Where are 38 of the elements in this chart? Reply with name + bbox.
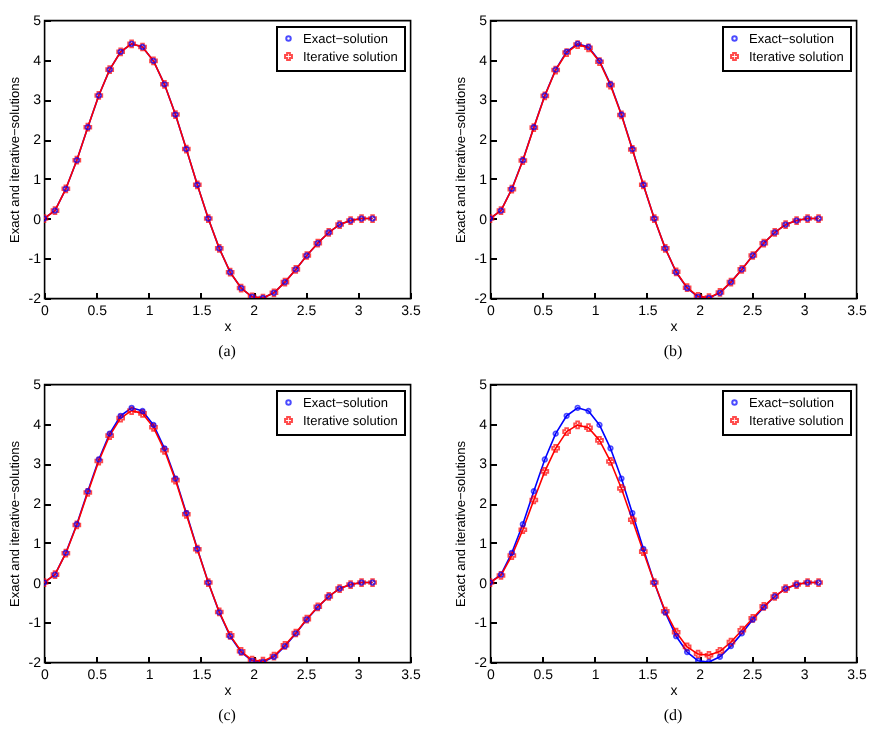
text: (a): [218, 342, 237, 360]
point: [683, 648, 691, 656]
point: [737, 625, 747, 635]
point: [618, 475, 625, 482]
point: [573, 420, 582, 430]
point: [607, 445, 614, 452]
point: [629, 509, 636, 517]
point: [562, 427, 572, 437]
point: [551, 443, 561, 453]
point: [738, 630, 745, 637]
point: [673, 633, 680, 640]
point: [693, 649, 703, 659]
point: [541, 456, 548, 463]
point: [595, 436, 604, 445]
point: [529, 495, 539, 505]
point: [704, 650, 714, 660]
point: [716, 653, 724, 660]
point: [552, 430, 559, 437]
point: [563, 412, 570, 419]
point: [584, 423, 593, 433]
point: [627, 515, 637, 525]
point: [682, 642, 692, 652]
point: [530, 488, 537, 495]
point: [585, 407, 592, 415]
text: (b): [663, 342, 683, 360]
text: (d): [663, 706, 683, 724]
point: [518, 525, 528, 535]
point: [519, 521, 526, 528]
point: [617, 484, 626, 493]
text: (c): [218, 706, 237, 724]
point: [726, 637, 736, 647]
point: [596, 421, 603, 429]
point: [606, 457, 615, 466]
point: [540, 467, 550, 476]
point: [715, 646, 725, 656]
point: [727, 642, 735, 650]
point: [671, 627, 681, 637]
point: [574, 404, 581, 411]
